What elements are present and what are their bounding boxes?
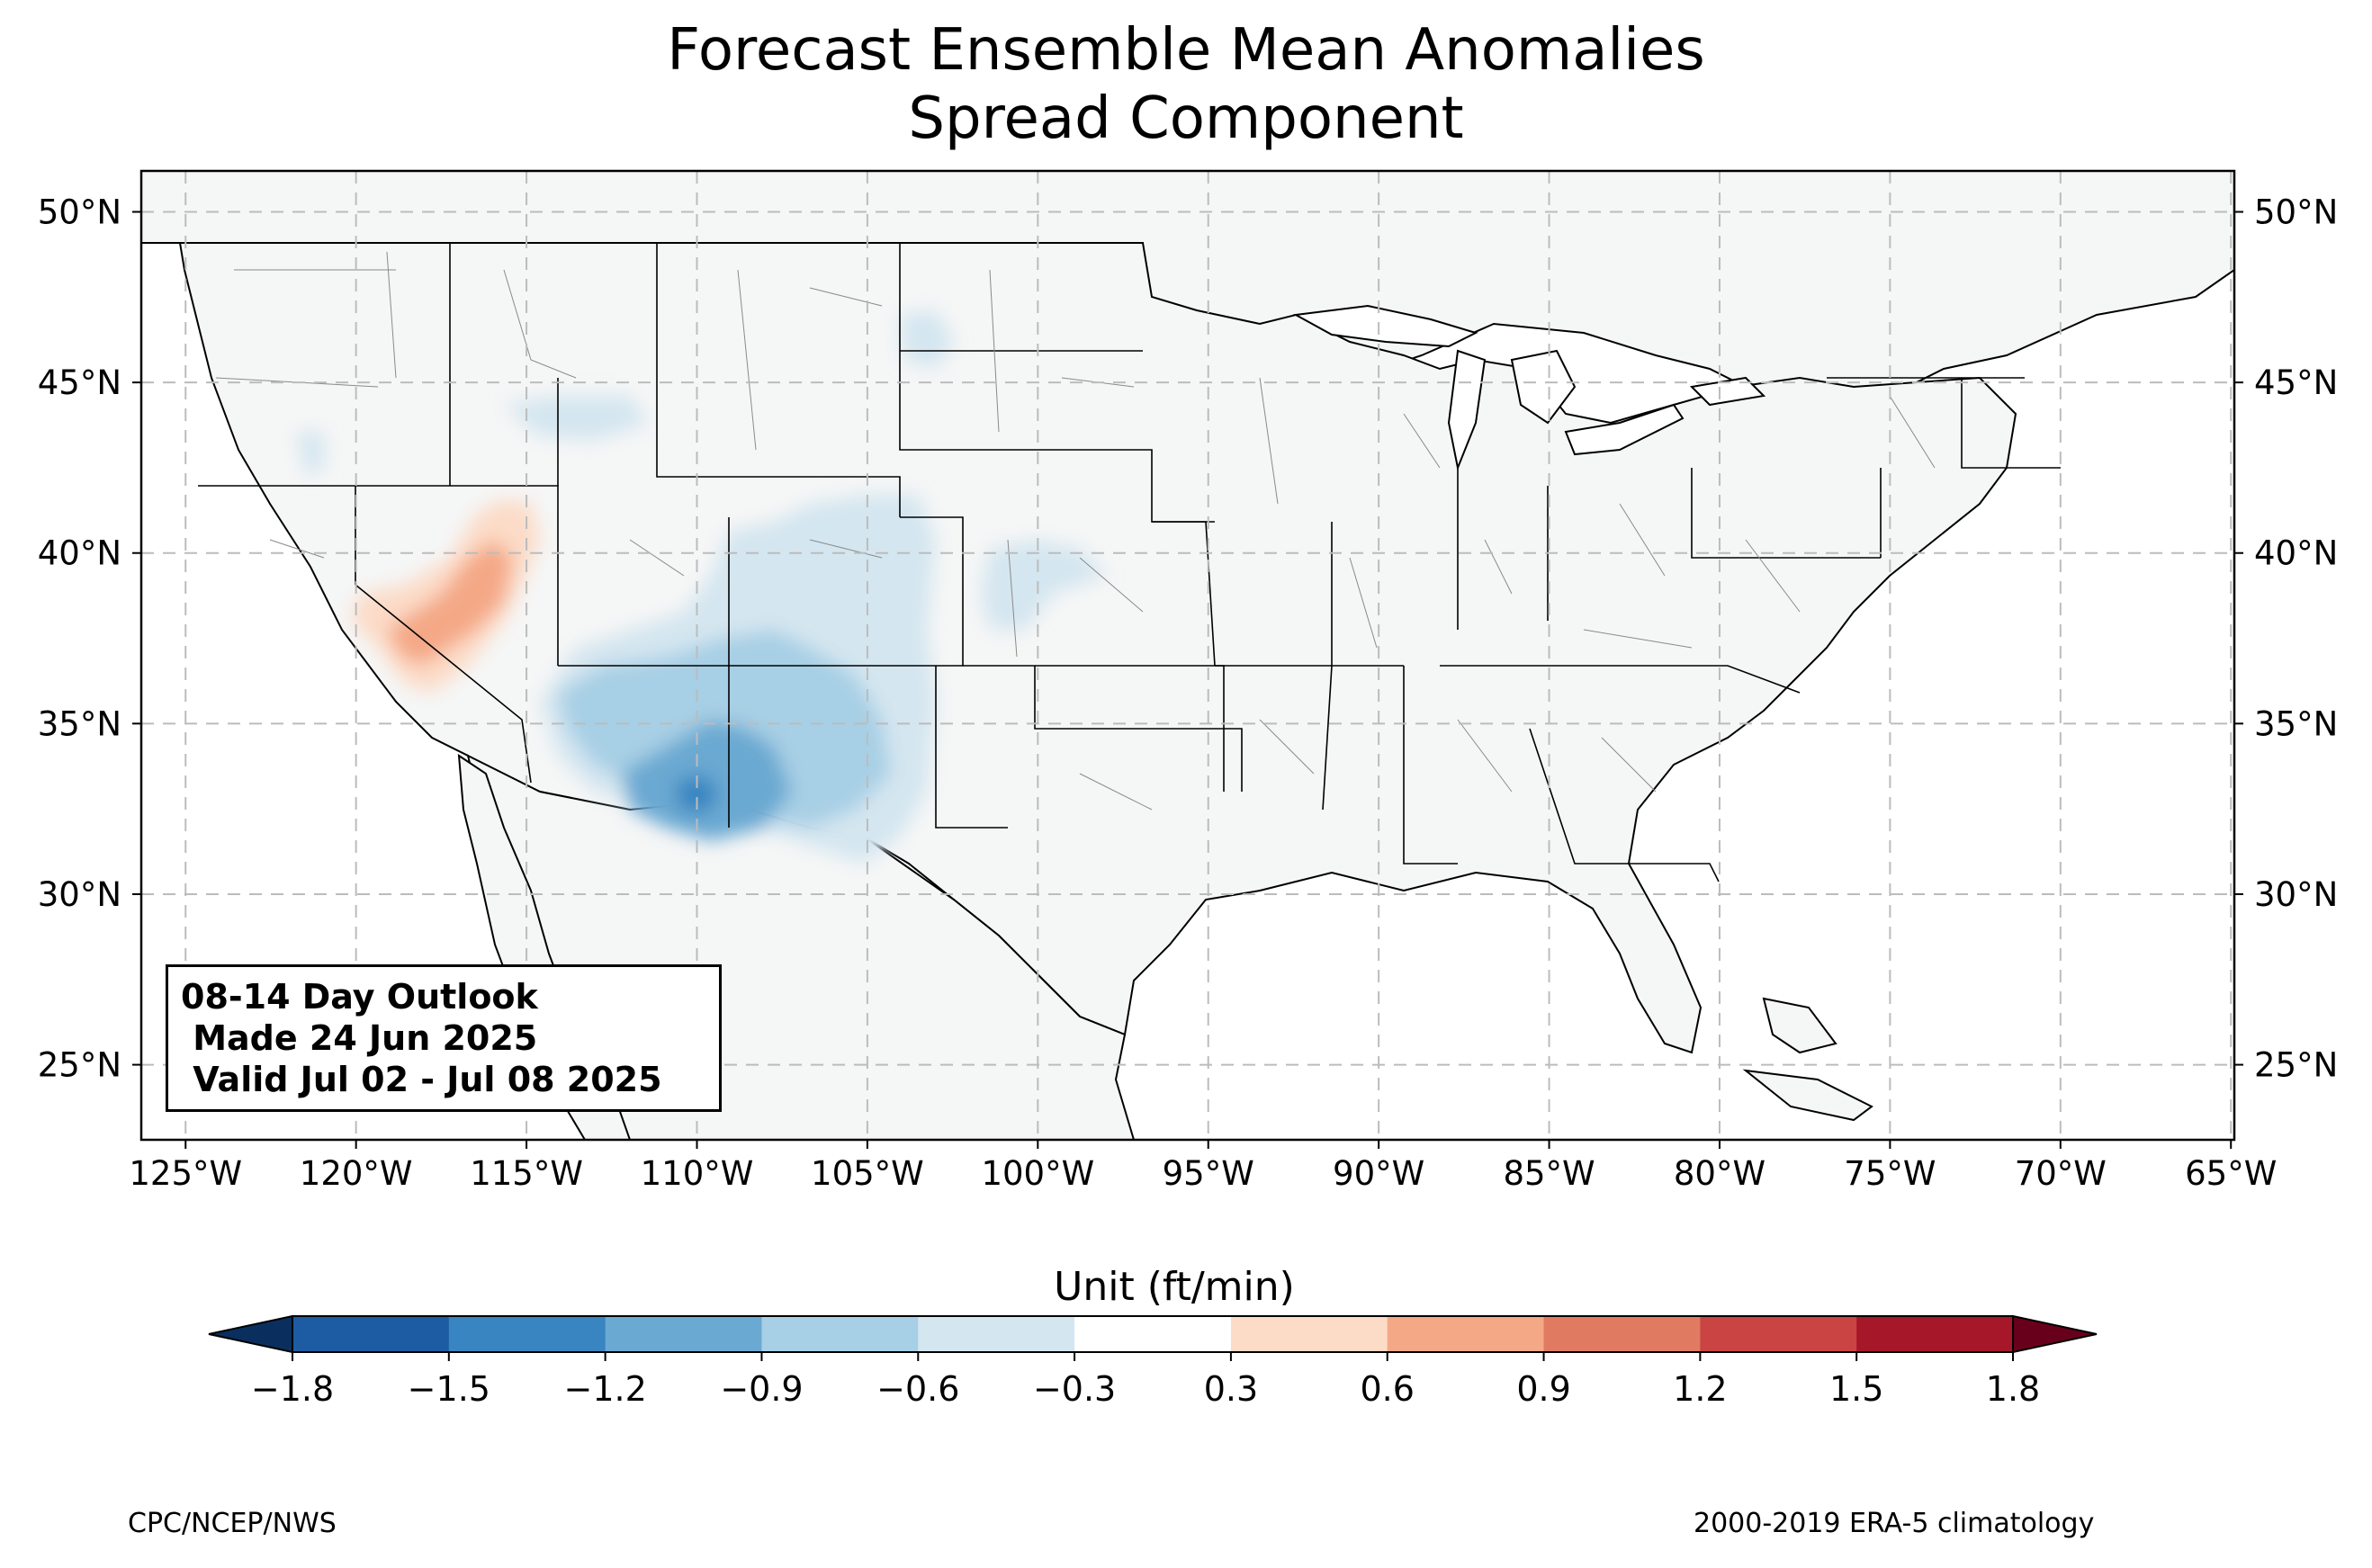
colorbar-tick-label: 1.2 xyxy=(1673,1369,1728,1409)
lon-tick-label: 90°W xyxy=(1333,1154,1424,1193)
colorbar-segment xyxy=(292,1316,450,1352)
lon-tick-label: 120°W xyxy=(300,1154,413,1193)
colorbar-tick-label: −1.2 xyxy=(563,1369,647,1409)
colorbar-frame xyxy=(292,1315,2014,1353)
latitude-labels-right: 25°N 30°N 35°N 40°N 45°N 50°N xyxy=(2254,193,2338,1085)
positive-anomaly-medium xyxy=(387,540,513,666)
lon-tick-label: 95°W xyxy=(1163,1154,1254,1193)
lat-tick-label: 35°N xyxy=(38,704,121,743)
colorbar-segment xyxy=(605,1316,762,1352)
colorbar-tick-label: −0.6 xyxy=(876,1369,960,1409)
made-date: Made 24 Jun 2025 xyxy=(181,1018,538,1058)
colorbar-segment xyxy=(1387,1316,1545,1352)
valid-dates: Valid Jul 02 - Jul 08 2025 xyxy=(181,1060,662,1099)
colorbar-tick-label: 1.5 xyxy=(1828,1369,1884,1409)
colorbar-segment xyxy=(1700,1316,1857,1352)
lon-tick-label: 85°W xyxy=(1503,1154,1595,1193)
colorbar-segment xyxy=(448,1316,606,1352)
lat-tick-label: 30°N xyxy=(38,875,121,914)
colorbar-tick-label: 0.3 xyxy=(1203,1369,1259,1409)
anomaly-contours xyxy=(297,310,1107,864)
longitude-labels: 125°W 120°W 115°W 110°W 105°W 100°W 95°W 90°W 85… xyxy=(129,1154,2277,1193)
colorbar xyxy=(208,1314,2098,1361)
credit-agency: CPC/NCEP/NWS xyxy=(128,1508,337,1539)
gridlines xyxy=(141,171,2234,1140)
colorbar-over-arrow xyxy=(2012,1314,2098,1354)
negative-anomaly-core xyxy=(675,774,720,814)
lat-tick-label-right: 40°N xyxy=(2254,534,2338,573)
florida-keys-cuba xyxy=(1742,997,1873,1122)
baja-peninsula xyxy=(457,754,632,1140)
colorbar-tick-label: 0.6 xyxy=(1360,1369,1415,1409)
lon-tick-label: 115°W xyxy=(470,1154,583,1193)
great-lakes xyxy=(1292,304,1766,471)
latitude-labels-left: 25°N 30°N 35°N 40°N 45°N 50°N xyxy=(38,193,121,1085)
colorbar-under-arrow xyxy=(208,1314,293,1354)
lon-tick-label: 70°W xyxy=(2015,1154,2107,1193)
credit-climatology: 2000-2019 ERA-5 climatology xyxy=(1694,1508,2095,1539)
lat-tick-label: 40°N xyxy=(38,534,121,573)
lat-tick-label: 50°N xyxy=(38,193,121,232)
colorbar-tick-label: −0.3 xyxy=(1032,1369,1117,1409)
axis-ticks xyxy=(132,211,2243,1149)
lon-tick-label: 100°W xyxy=(981,1154,1094,1193)
colorbar-segment xyxy=(1856,1316,2014,1352)
map-frame xyxy=(139,169,2236,1142)
outlook-info-box: 08-14 Day Outlook Made 24 Jun 2025 Valid… xyxy=(166,964,722,1112)
colorbar-tick-label: −0.9 xyxy=(720,1369,804,1409)
colorbar-tick-label: −1.8 xyxy=(250,1369,335,1409)
colorbar-title: Unit (ft/min) xyxy=(1054,1264,1295,1310)
lon-tick-label: 65°W xyxy=(2185,1154,2277,1193)
lon-tick-label: 110°W xyxy=(641,1154,754,1193)
colorbar-tick-label: 1.8 xyxy=(1985,1369,2041,1409)
lon-tick-label: 75°W xyxy=(1844,1154,1936,1193)
colorbar-segment xyxy=(1543,1316,1701,1352)
lat-tick-label: 25°N xyxy=(38,1046,121,1085)
state-borders xyxy=(198,243,2061,883)
lat-tick-label-right: 25°N xyxy=(2254,1046,2338,1085)
lat-tick-label-right: 30°N xyxy=(2254,875,2338,914)
lat-tick-label: 45°N xyxy=(38,363,121,402)
lat-tick-label-right: 50°N xyxy=(2254,193,2338,232)
colorbar-tick-label: −1.5 xyxy=(407,1369,490,1409)
lon-tick-label: 125°W xyxy=(129,1154,242,1193)
outlook-period: 08-14 Day Outlook xyxy=(181,977,538,1017)
title-line-2: Spread Component xyxy=(908,85,1464,152)
colorbar-tick-label: 0.9 xyxy=(1516,1369,1571,1409)
colorbar-segment xyxy=(761,1316,919,1352)
lon-tick-label: 105°W xyxy=(811,1154,924,1193)
chart-title: Forecast Ensemble Mean Anomalies Spread … xyxy=(0,16,2372,153)
lat-tick-label-right: 45°N xyxy=(2254,363,2338,402)
negative-anomaly-light-kansas xyxy=(981,540,1107,630)
title-line-1: Forecast Ensemble Mean Anomalies xyxy=(667,17,1705,84)
colorbar-segment xyxy=(918,1316,1075,1352)
lat-tick-label-right: 35°N xyxy=(2254,704,2338,743)
lon-tick-label: 80°W xyxy=(1674,1154,1766,1193)
colorbar-segment xyxy=(1074,1316,1232,1352)
colorbar-segment xyxy=(1230,1316,1388,1352)
